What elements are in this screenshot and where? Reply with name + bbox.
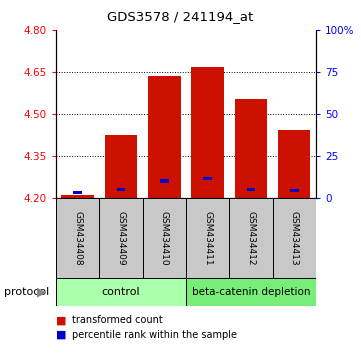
Text: protocol: protocol xyxy=(4,287,49,297)
Text: GSM434412: GSM434412 xyxy=(247,211,255,265)
Text: control: control xyxy=(102,287,140,297)
Bar xyxy=(191,67,224,198)
Bar xyxy=(186,198,229,278)
Bar xyxy=(235,99,267,198)
Bar xyxy=(105,135,137,198)
Bar xyxy=(290,189,299,192)
Text: percentile rank within the sample: percentile rank within the sample xyxy=(72,330,237,339)
Text: GSM434413: GSM434413 xyxy=(290,211,299,266)
Bar xyxy=(160,179,169,183)
Text: ▶: ▶ xyxy=(37,286,46,298)
Bar xyxy=(99,198,143,278)
Bar xyxy=(229,198,273,278)
Bar xyxy=(143,198,186,278)
Bar xyxy=(117,188,125,191)
Text: GSM434411: GSM434411 xyxy=(203,211,212,266)
Bar xyxy=(61,195,94,198)
Text: beta-catenin depletion: beta-catenin depletion xyxy=(192,287,310,297)
Bar xyxy=(148,76,180,198)
Text: GSM434410: GSM434410 xyxy=(160,211,169,266)
Bar xyxy=(186,278,316,306)
Bar xyxy=(56,198,99,278)
Bar xyxy=(278,130,310,198)
Bar xyxy=(273,198,316,278)
Text: ■: ■ xyxy=(56,315,66,325)
Text: transformed count: transformed count xyxy=(72,315,163,325)
Bar xyxy=(73,191,82,194)
Text: GSM434409: GSM434409 xyxy=(117,211,125,266)
Bar xyxy=(56,278,186,306)
Bar xyxy=(247,188,255,191)
Text: GDS3578 / 241194_at: GDS3578 / 241194_at xyxy=(107,10,254,23)
Text: ■: ■ xyxy=(56,330,66,339)
Bar xyxy=(203,177,212,180)
Text: GSM434408: GSM434408 xyxy=(73,211,82,266)
